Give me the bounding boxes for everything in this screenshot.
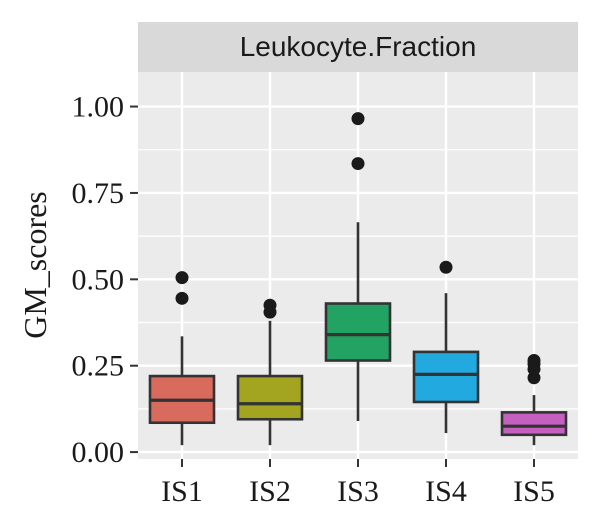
box-body [412, 350, 480, 404]
box-is2 [236, 298, 304, 446]
x-tick-label: IS5 [513, 475, 555, 508]
outlier-point [527, 354, 541, 368]
box-is1 [148, 271, 216, 446]
box-body [236, 374, 304, 421]
outlier-point [351, 157, 365, 171]
y-tick-label: 0.00 [72, 436, 125, 469]
boxes [148, 112, 568, 446]
y-tick-label: 0.50 [72, 263, 125, 296]
x-tick-label: IS2 [249, 475, 291, 508]
outlier-point [439, 260, 453, 274]
box-is5 [500, 354, 568, 446]
outlier-point [175, 271, 189, 285]
y-tick-label: 0.25 [72, 350, 125, 383]
x-axis: IS1 IS2 IS3 IS4 IS5 [161, 459, 555, 508]
facet-label: Leukocyte.Fraction [240, 31, 477, 62]
strip-background [138, 22, 578, 72]
outlier-point [175, 291, 189, 305]
x-tick-label: IS1 [161, 475, 203, 508]
box-is4 [412, 260, 480, 434]
outlier-point [351, 112, 365, 126]
x-tick-label: IS4 [425, 475, 467, 508]
outlier-point [263, 298, 277, 312]
y-axis: 0.00 0.25 0.50 0.75 1.00 [72, 91, 138, 469]
box-body [500, 411, 568, 437]
box-is3 [324, 112, 392, 421]
y-tick-label: 1.00 [72, 91, 125, 124]
x-tick-label: IS3 [337, 475, 379, 508]
y-axis-title: GM_scores [17, 191, 53, 339]
box-body [324, 302, 392, 362]
y-tick-label: 0.75 [72, 177, 125, 210]
